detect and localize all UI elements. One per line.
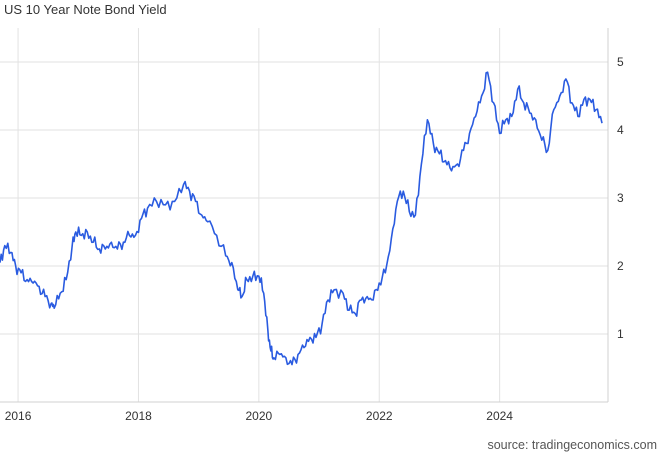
y-tick-label: 5 xyxy=(617,55,624,69)
axes xyxy=(0,28,609,403)
y-tick-labels: 1 2 3 4 5 xyxy=(617,55,624,341)
y-tick-label: 3 xyxy=(617,191,624,205)
x-tick-label: 2022 xyxy=(366,409,393,423)
x-tick-label: 2016 xyxy=(5,409,32,423)
y-tick-label: 4 xyxy=(617,123,624,137)
series-layer xyxy=(0,71,603,366)
series-line xyxy=(0,71,603,366)
x-tick-label: 2020 xyxy=(245,409,272,423)
source-label: source: tradingeconomics.com xyxy=(487,438,657,452)
x-tick-label: 2018 xyxy=(125,409,152,423)
y-tick-label: 2 xyxy=(617,259,624,273)
grid xyxy=(0,28,608,402)
x-tick-labels: 2016 2018 2020 2022 2024 xyxy=(5,409,514,423)
x-tick-label: 2024 xyxy=(486,409,513,423)
y-tick-label: 1 xyxy=(617,327,624,341)
chart-title: US 10 Year Note Bond Yield xyxy=(4,2,167,17)
